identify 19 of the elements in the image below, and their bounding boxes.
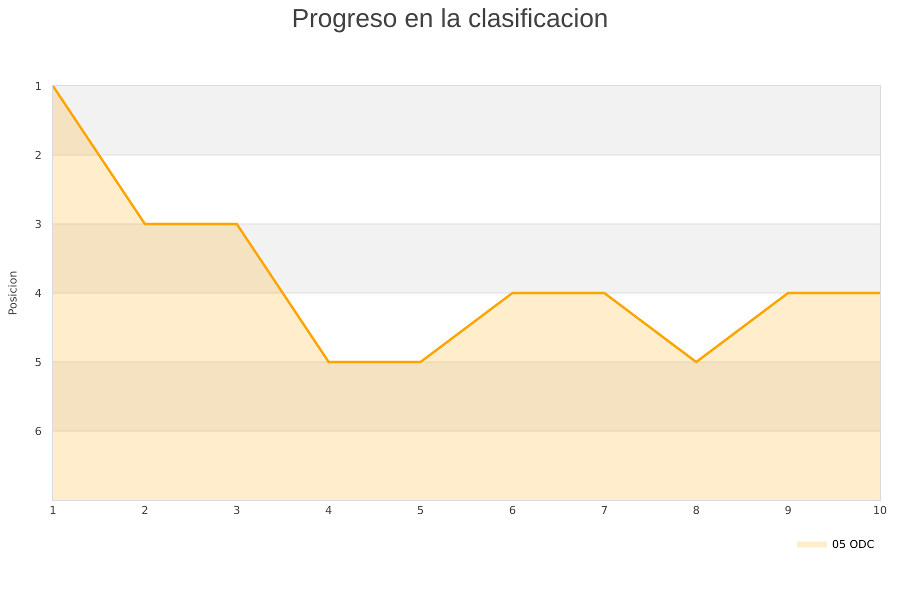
x-tick-label: 6 [508,504,516,518]
x-tick-label: 10 [873,504,887,518]
legend-label: 05 ODC [832,538,875,551]
y-tick-label: 5 [34,356,42,369]
y-tick-label: 4 [34,286,42,300]
y-tick-label: 1 [34,80,42,93]
x-tick-label: 7 [600,504,608,518]
x-tick-label: 5 [417,504,424,518]
x-tick-label: 1 [50,504,56,518]
y-tick-label: 2 [34,148,42,162]
x-tick-label: 2 [141,504,148,518]
chart-title: Progreso en la clasificacion [292,3,608,34]
y-tick-label: 6 [34,424,42,438]
y-axis-title: Posicion [6,270,20,316]
x-tick-label: 4 [325,504,332,518]
x-tick-label: 9 [784,504,792,518]
x-tick-label: 8 [692,504,700,518]
y-tick-label: 3 [34,218,42,231]
x-tick-label: 3 [233,504,240,518]
